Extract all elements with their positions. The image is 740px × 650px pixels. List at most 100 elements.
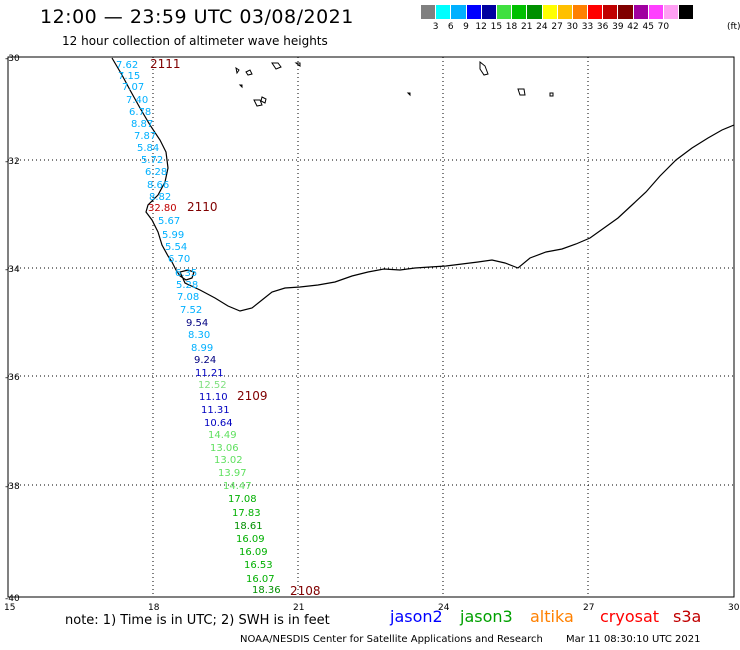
observation-value: 7.62 bbox=[116, 60, 138, 71]
observation-value: 16.09 bbox=[239, 547, 268, 558]
timestamp: Mar 11 08:30:10 UTC 2021 bbox=[566, 634, 701, 645]
credit-line: NOAA/NESDIS Center for Satellite Applica… bbox=[240, 634, 543, 645]
chart-title: 12:00 — 23:59 UTC 03/08/2021 bbox=[40, 6, 354, 28]
observation-value: 5.72 bbox=[141, 155, 163, 166]
observation-value: 10.64 bbox=[204, 418, 233, 429]
chart-subtitle: 12 hour collection of altimeter wave hei… bbox=[62, 34, 328, 48]
scale-label: 21 bbox=[520, 22, 533, 32]
color-scale bbox=[421, 5, 695, 21]
scale-swatch bbox=[588, 5, 604, 19]
observation-value: 8.99 bbox=[191, 343, 213, 354]
observation-value: 5.28 bbox=[176, 280, 198, 291]
observation-value: 7.07 bbox=[122, 82, 144, 93]
observation-value: 17.83 bbox=[232, 508, 261, 519]
scale-swatch bbox=[436, 5, 452, 19]
scale-label: 33 bbox=[581, 22, 594, 32]
satellite-altika: altika bbox=[530, 607, 574, 626]
observation-value: 8.66 bbox=[147, 180, 169, 191]
lon-label-30: 30 bbox=[728, 603, 740, 613]
scale-label: 39 bbox=[612, 22, 624, 32]
scale-label: 12 bbox=[475, 22, 487, 32]
observation-value: 7.52 bbox=[180, 305, 202, 316]
observation-value: 8.82 bbox=[149, 192, 171, 203]
scale-swatch bbox=[451, 5, 467, 19]
lat-label-30: -30 bbox=[5, 54, 20, 64]
scale-label: 15 bbox=[490, 22, 503, 32]
observation-value: 12.52 bbox=[198, 380, 227, 391]
observation-value: 7.40 bbox=[126, 95, 148, 106]
lon-label-21: 21 bbox=[293, 603, 304, 613]
scale-swatch bbox=[679, 5, 695, 19]
scale-swatch bbox=[618, 5, 634, 19]
observation-value: 7.08 bbox=[177, 292, 199, 303]
observation-value: 13.97 bbox=[218, 468, 247, 479]
scale-label: 9 bbox=[463, 22, 469, 32]
track-label-2109: 2109 bbox=[237, 389, 268, 403]
scale-swatch bbox=[496, 5, 513, 19]
observation-value: 14.49 bbox=[208, 430, 237, 441]
observation-value: 9.54 bbox=[186, 318, 208, 329]
scale-label: 24 bbox=[536, 22, 548, 32]
footer-note: note: 1) Time is in UTC; 2) SWH is in fe… bbox=[65, 613, 330, 628]
observation-value: 5.54 bbox=[165, 242, 187, 253]
track-label-2111: 2111 bbox=[150, 57, 181, 71]
lon-label-24: 24 bbox=[438, 603, 450, 613]
scale-label: 27 bbox=[551, 22, 563, 32]
lat-label-38: -38 bbox=[5, 482, 20, 492]
observation-value: 17.08 bbox=[228, 494, 257, 505]
scale-label: 3 bbox=[432, 22, 439, 32]
lon-label-15: 15 bbox=[4, 603, 15, 613]
observation-value: 8.30 bbox=[188, 330, 210, 341]
scale-label: 6 bbox=[447, 22, 454, 32]
observation-value: 5.84 bbox=[137, 143, 159, 154]
scale-unit: (ft) bbox=[727, 22, 740, 32]
scale-swatch bbox=[512, 5, 528, 19]
observation-value: 32.80 bbox=[148, 203, 177, 214]
scale-label: 42 bbox=[627, 22, 639, 32]
observation-value: 16.53 bbox=[244, 560, 273, 571]
observation-value: 6.28 bbox=[145, 167, 167, 178]
satellite-jason3: jason3 bbox=[460, 607, 513, 626]
observation-value: 11.10 bbox=[199, 392, 228, 403]
observation-value: 11.21 bbox=[195, 368, 224, 379]
lat-label-34: -34 bbox=[5, 265, 20, 275]
observation-value: 8.87 bbox=[131, 119, 153, 130]
scale-swatch bbox=[481, 5, 497, 19]
observation-value: 16.09 bbox=[236, 534, 265, 545]
scale-swatch bbox=[572, 5, 589, 19]
map-frame bbox=[7, 56, 735, 598]
observation-values: 7.627.157.07 7.406.788.877.875.845.726.28… bbox=[116, 60, 281, 596]
scale-swatch bbox=[648, 5, 664, 19]
scale-swatch bbox=[542, 5, 558, 19]
observation-value: 5.99 bbox=[162, 230, 184, 241]
lon-label-27: 27 bbox=[583, 603, 594, 613]
scale-swatch bbox=[633, 5, 649, 19]
observation-value: 6.78 bbox=[129, 107, 151, 118]
observation-value: 18.36 bbox=[252, 585, 281, 596]
observation-value: 13.06 bbox=[210, 443, 239, 454]
scale-label: 36 bbox=[596, 22, 609, 32]
observation-value: 7.15 bbox=[118, 71, 140, 82]
observation-value: 18.61 bbox=[234, 521, 263, 532]
observation-value: 6.70 bbox=[168, 254, 190, 265]
scale-swatch bbox=[421, 5, 437, 19]
scale-swatch bbox=[557, 5, 573, 19]
track-label-2110: 2110 bbox=[187, 200, 218, 214]
observation-value: 16.07 bbox=[246, 574, 275, 585]
scale-swatch bbox=[664, 5, 680, 19]
lat-label-36: -36 bbox=[5, 373, 20, 383]
observation-value: 6.35 bbox=[175, 268, 197, 279]
track-label-2108: 2108 bbox=[290, 584, 321, 598]
observation-value: 14.47 bbox=[223, 481, 252, 492]
observation-value: 5.67 bbox=[158, 216, 180, 227]
satellite-cryosat: cryosat bbox=[600, 607, 660, 626]
color-scale-labels: 3 6 9 12 15 18 21 24 27 30 33 36 39 42 45 70 bbox=[421, 22, 671, 32]
coastline bbox=[111, 57, 735, 312]
observation-value: 13.02 bbox=[214, 455, 243, 466]
scale-swatch bbox=[527, 5, 543, 19]
lat-label-32: -32 bbox=[5, 157, 20, 167]
scale-label: 70 bbox=[657, 22, 670, 32]
observation-value: 9.24 bbox=[194, 355, 216, 366]
scale-swatch bbox=[466, 5, 482, 19]
